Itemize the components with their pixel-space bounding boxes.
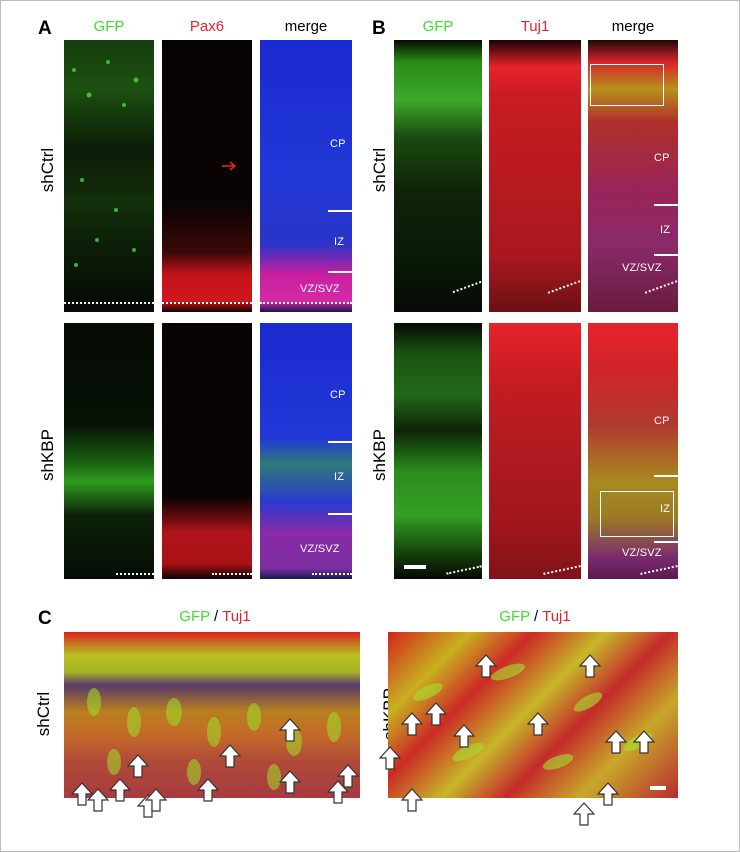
panel-a-label: A — [38, 18, 52, 39]
panel-a-zone-line — [328, 210, 352, 212]
scale-bar — [650, 786, 666, 790]
panel-a-shkbp-pax6-image — [162, 323, 252, 579]
panel-b-zone-vz-top: VZ/SVZ — [622, 262, 662, 274]
panel-a-header-pax6: Pax6 — [189, 18, 225, 35]
panel-b-header-merge: merge — [611, 18, 655, 35]
up-arrow-icon — [633, 730, 655, 754]
panel-c-header-gfp: GFP — [499, 608, 530, 625]
panel-a-shctrl-pax6-image — [162, 40, 252, 312]
panel-c-header-left: GFP / Tuj1 — [150, 608, 280, 625]
panel-b-zone-cp-top: CP — [654, 152, 670, 164]
up-arrow-icon — [379, 746, 401, 770]
panel-b-zone-vz-bottom: VZ/SVZ — [622, 547, 662, 559]
panel-a-zone-vz-bottom: VZ/SVZ — [300, 543, 340, 555]
panel-c-header-tuj1: Tuj1 — [542, 608, 571, 625]
panel-b-zone-line — [654, 254, 678, 256]
up-arrow-icon — [475, 654, 497, 678]
panel-a-zone-line — [328, 513, 352, 515]
panel-c-header-sep: / — [529, 608, 543, 625]
scale-bar — [404, 565, 426, 569]
up-arrow-icon — [597, 782, 619, 806]
panel-b-zone-line — [654, 541, 678, 543]
panel-a-row-label-shctrl: shCtrl — [38, 147, 57, 193]
panel-a-shctrl-merge-image: CP IZ VZ/SVZ — [260, 40, 352, 312]
up-arrow-icon — [605, 730, 627, 754]
panel-b-shctrl-gfp-image — [394, 40, 482, 312]
panel-b-zone-iz-bottom: IZ — [660, 503, 671, 515]
panel-b-shctrl-merge-image: CP IZ VZ/SVZ — [588, 40, 678, 312]
panel-b-zone-line — [654, 204, 678, 206]
panel-a-header-merge: merge — [284, 18, 328, 35]
panel-a-zone-iz-bottom: IZ — [334, 471, 345, 483]
panel-c-header-right: GFP / Tuj1 — [470, 608, 600, 625]
up-arrow-icon — [279, 718, 301, 742]
panel-a-row-label-shkbp: shKBP — [38, 429, 57, 481]
panel-a-shkbp-merge-image: CP IZ VZ/SVZ — [260, 323, 352, 579]
panel-c-header-tuj1: Tuj1 — [222, 608, 251, 625]
panel-a-zone-cp-top: CP — [330, 138, 346, 150]
panel-b-header-tuj1: Tuj1 — [520, 18, 550, 35]
panel-b-zone-line — [654, 475, 678, 477]
panel-a-zone-vz-top: VZ/SVZ — [300, 283, 340, 295]
up-arrow-icon — [197, 778, 219, 802]
up-arrow-icon — [219, 744, 241, 768]
panel-b-row-label-shkbp: shKBP — [370, 429, 389, 481]
up-arrow-icon — [401, 712, 423, 736]
up-arrow-icon — [337, 764, 359, 788]
panel-b-zone-cp-bottom: CP — [654, 415, 670, 427]
up-arrow-icon — [87, 788, 109, 812]
up-arrow-icon — [425, 702, 447, 726]
up-arrow-icon — [327, 780, 349, 804]
up-arrow-icon — [401, 788, 423, 812]
panel-b-header-gfp: GFP — [422, 18, 454, 35]
up-arrow-icon — [127, 754, 149, 778]
up-arrow-icon — [453, 724, 475, 748]
up-arrow-icon — [145, 788, 167, 812]
panel-c-header-sep: / — [209, 608, 223, 625]
up-arrow-icon — [279, 770, 301, 794]
panel-c-header-gfp: GFP — [179, 608, 210, 625]
panel-b-zone-iz-top: IZ — [660, 224, 671, 236]
up-arrow-icon — [573, 802, 595, 826]
panel-b-shkbp-gfp-image — [394, 323, 482, 579]
panel-c-shkbp-image — [388, 632, 678, 798]
panel-a-shctrl-gfp-image — [64, 40, 154, 312]
panel-c-row-label-shctrl: shCtrl — [34, 691, 53, 737]
panel-a-zone-cp-bottom: CP — [330, 389, 346, 401]
panel-b-inset-box-bottom — [600, 491, 674, 537]
panel-b-inset-box-top — [590, 64, 664, 106]
panel-b-shkbp-merge-image: CP IZ VZ/SVZ — [588, 323, 678, 579]
panel-a-zone-line — [328, 271, 352, 273]
panel-b-shctrl-tuj1-image — [489, 40, 581, 312]
panel-b-label: B — [372, 18, 386, 39]
panel-a-zone-line — [328, 441, 352, 443]
up-arrow-icon — [71, 782, 93, 806]
up-arrow-icon — [109, 778, 131, 802]
panel-c-shctrl-image — [64, 632, 360, 798]
panel-a-shkbp-gfp-image — [64, 323, 154, 579]
panel-b-shkbp-tuj1-image — [489, 323, 581, 579]
up-arrow-icon — [579, 654, 601, 678]
panel-a-header-gfp: GFP — [93, 18, 125, 35]
panel-a-zone-iz-top: IZ — [334, 236, 345, 248]
up-arrow-icon — [527, 712, 549, 736]
panel-c-label: C — [38, 608, 52, 629]
panel-b-row-label-shctrl: shCtrl — [370, 147, 389, 193]
